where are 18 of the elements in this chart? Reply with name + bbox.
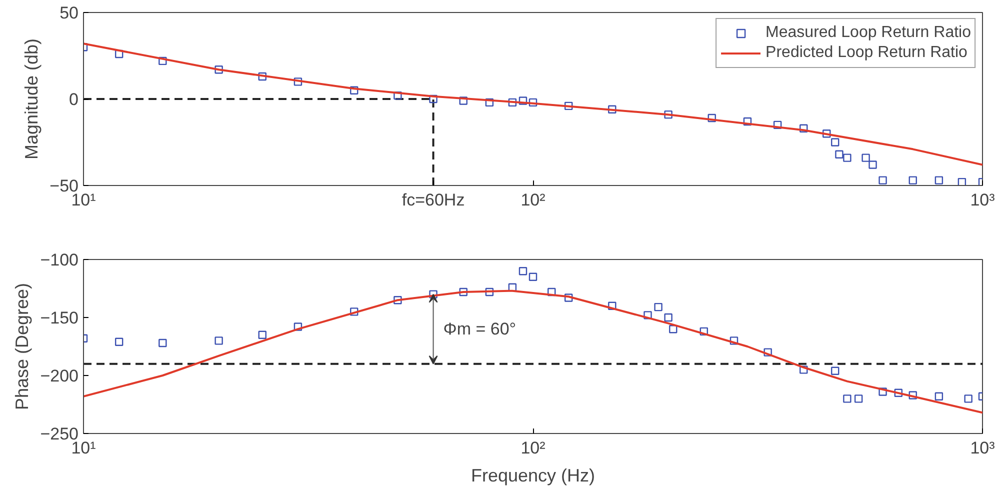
y-axis-title: Phase (Degree)	[12, 282, 32, 410]
x-tick-label: 10¹	[71, 438, 96, 458]
x-tick-label: 10³	[970, 190, 996, 210]
x-tick-label: 10²	[520, 190, 546, 210]
x-tick-label: 10²	[520, 438, 546, 458]
x-tick-label: 10³	[970, 438, 996, 458]
x-axis-title: Frequency (Hz)	[470, 466, 596, 486]
y-tick-label: −100	[40, 250, 79, 270]
y-tick-label: 50	[60, 4, 79, 22]
y-axis-title: Magnitude (db)	[22, 38, 42, 160]
legend-label: Predicted Loop Return Ratio	[766, 44, 968, 62]
y-tick-label: −200	[40, 366, 79, 386]
y-tick-label: 0	[69, 90, 79, 109]
x-tick-label: fc=60Hz	[402, 190, 465, 210]
y-tick-label: −150	[40, 308, 79, 328]
x-tick-label: 10¹	[71, 190, 96, 210]
annotation: Φm = 60°	[443, 320, 516, 339]
legend-label: Measured Loop Return Ratio	[766, 24, 971, 42]
